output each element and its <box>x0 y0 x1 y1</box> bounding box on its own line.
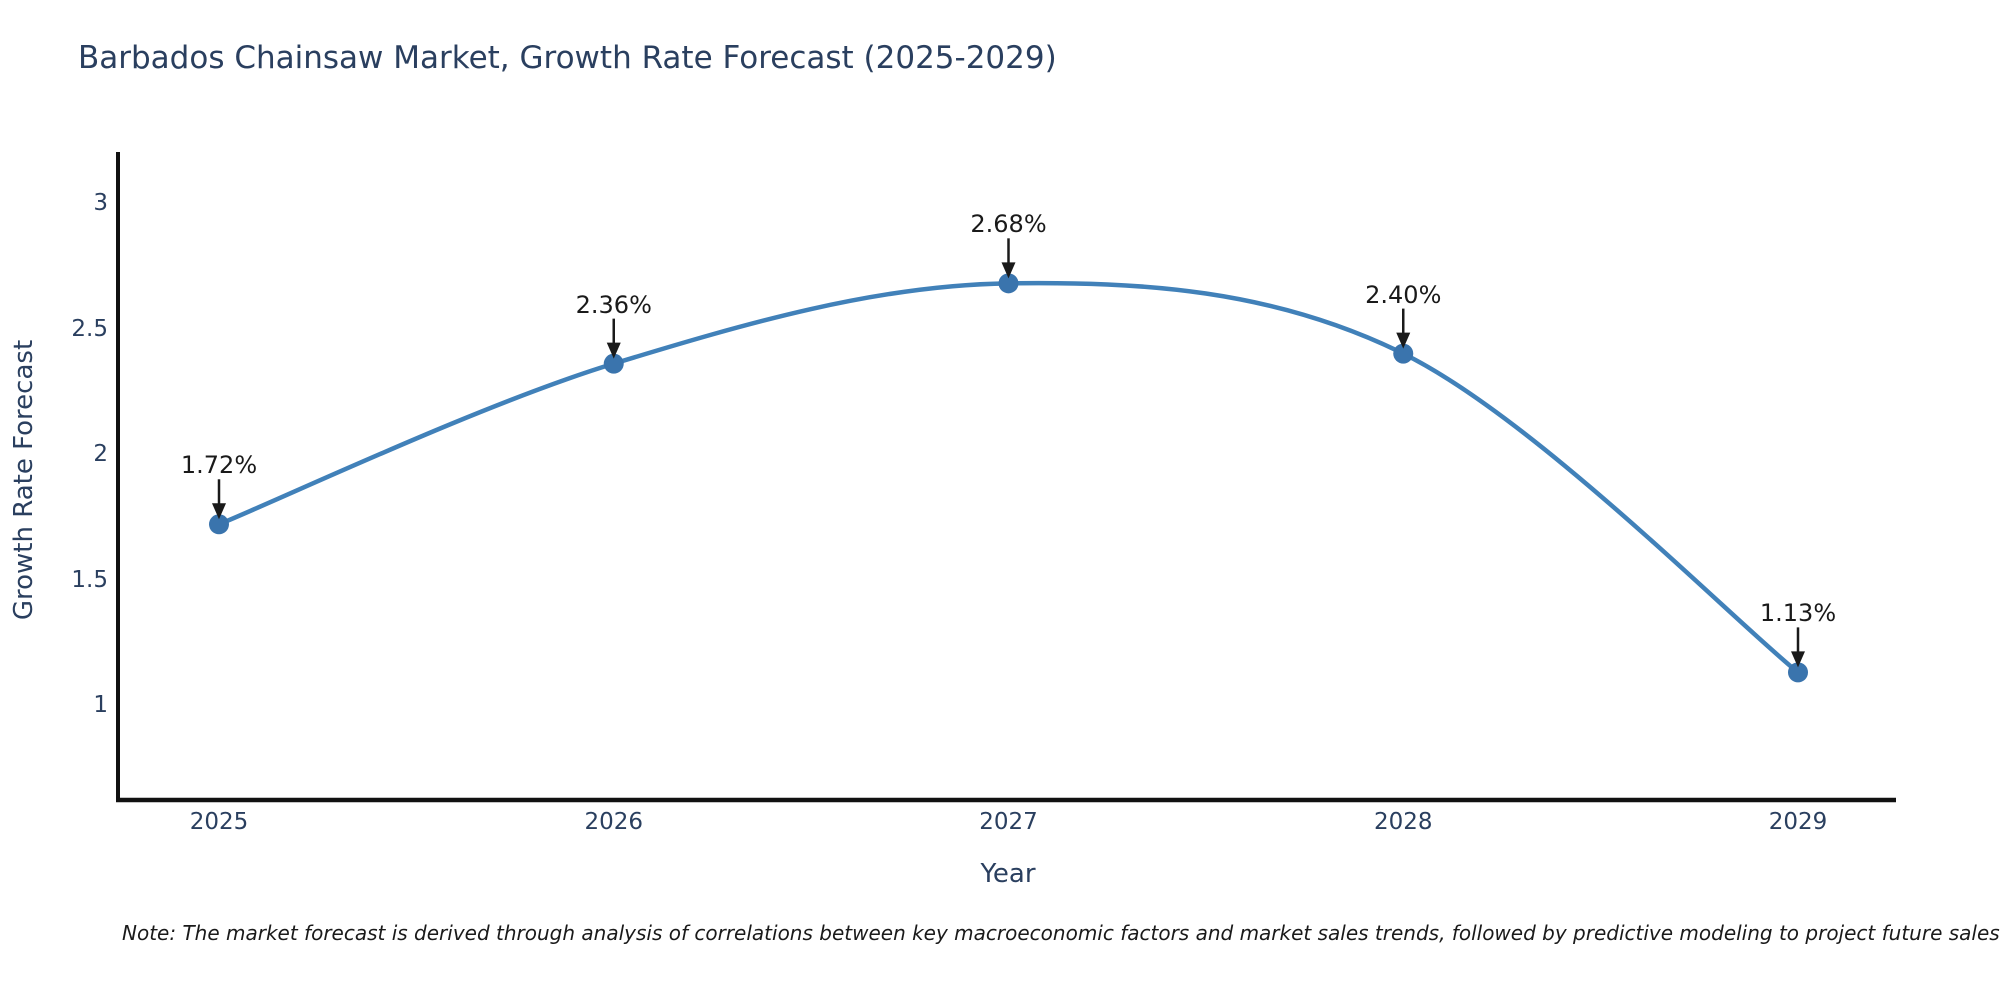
y-tick-label-2: 2 <box>93 441 108 467</box>
footnote: Note: The market forecast is derived thr… <box>122 921 2000 945</box>
annotation-arrowhead-icon <box>606 342 621 359</box>
point-label-2025: 1.72% <box>180 451 258 480</box>
annotation-arrowhead-icon <box>212 503 226 520</box>
data-point-marker-2029[interactable] <box>1788 662 1808 683</box>
point-label-2027: 2.68% <box>970 210 1047 239</box>
point-label-2029: 1.13% <box>1759 599 1837 628</box>
y-tick-label-2.5: 2.5 <box>71 315 108 342</box>
x-tick-label-2026: 2026 <box>584 809 644 835</box>
y-tick-label-3: 3 <box>93 190 108 216</box>
data-point-marker-2026[interactable] <box>603 353 624 374</box>
y-tick-label-1.5: 1.5 <box>71 566 108 593</box>
data-point-marker-2028[interactable] <box>1393 343 1414 364</box>
x-tick-label-2027: 2027 <box>979 809 1038 835</box>
point-label-2026: 2.36% <box>575 290 652 319</box>
chart-title: Barbados Chainsaw Market, Growth Rate Fo… <box>78 40 1057 76</box>
y-tick-label-1: 1 <box>93 692 108 718</box>
x-axis-title: Year <box>980 859 1036 889</box>
x-tick-label-2028: 2028 <box>1373 809 1433 835</box>
x-tick-label-2025: 2025 <box>189 809 249 835</box>
data-point-marker-2027[interactable] <box>998 273 1019 294</box>
annotation-arrowhead-icon <box>1001 262 1016 279</box>
annotation-arrowhead-icon <box>1396 332 1411 349</box>
point-label-2028: 2.40% <box>1365 280 1442 309</box>
data-point-marker-2025[interactable] <box>209 514 229 535</box>
x-tick-label-2029: 2029 <box>1768 809 1828 835</box>
forecast-line <box>216 280 1801 675</box>
annotation-arrowhead-icon <box>1791 651 1805 668</box>
